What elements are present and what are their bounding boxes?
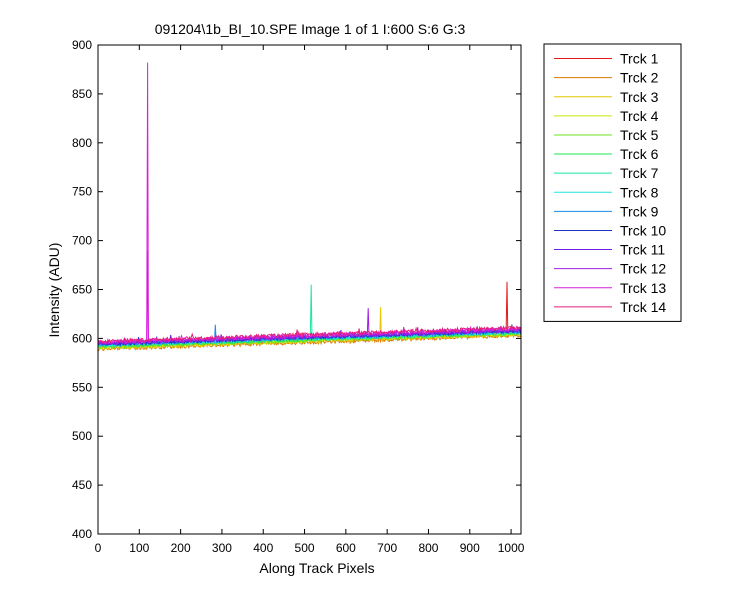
y-tick-label: 700	[72, 234, 92, 248]
plot-layer	[98, 62, 521, 352]
x-tick-label: 0	[95, 541, 102, 555]
legend-entry: Trck 8	[620, 184, 659, 200]
x-tick-label: 700	[377, 541, 397, 555]
y-tick-label: 750	[72, 185, 92, 199]
x-axis-label: Along Track Pixels	[259, 560, 374, 576]
chart-legend: Trck 1 Trck 2 Trck 3 Trck 4 Trck 5 Trck 6 Trck…	[543, 43, 682, 322]
y-axis-label: Intensity (ADU)	[46, 243, 62, 338]
legend-entry: Trck 10	[620, 222, 666, 238]
chart-title: 091204\1b_BI_10.SPE Image 1 of 1 I:600 S…	[155, 21, 466, 37]
x-tick-label: 800	[418, 541, 438, 555]
x-tick-label: 300	[212, 541, 232, 555]
x-tick-label: 600	[336, 541, 356, 555]
legend-entry: Trck 5	[620, 127, 659, 143]
legend-entry: Trck 7	[620, 165, 659, 181]
legend-entry: Trck 14	[620, 299, 666, 315]
x-tick-label: 400	[253, 541, 273, 555]
series-line-13	[98, 62, 521, 345]
legend-entry: Trck 9	[620, 203, 659, 219]
y-tick-label: 900	[72, 38, 92, 52]
x-tick-label: 100	[129, 541, 149, 555]
legend-entry: Trck 1	[620, 51, 659, 67]
legend-entry: Trck 6	[620, 146, 659, 162]
legend-box	[543, 43, 682, 322]
y-tick-label: 500	[72, 429, 92, 443]
x-tick-label: 900	[460, 541, 480, 555]
legend-entry: Trck 2	[620, 70, 659, 86]
legend-entry: Trck 3	[620, 89, 659, 105]
y-tick-label: 800	[72, 136, 92, 150]
y-tick-label: 650	[72, 283, 92, 297]
x-tick-label: 1000	[498, 541, 525, 555]
y-tick-label: 400	[72, 527, 92, 541]
y-tick-label: 550	[72, 380, 92, 394]
y-tick-label: 600	[72, 331, 92, 345]
series-group	[98, 62, 521, 352]
legend-entry: Trck 13	[620, 280, 666, 296]
plot-frame	[97, 44, 522, 535]
legend-entry: Trck 11	[620, 242, 665, 258]
axes-layer: 0 100 200 300 400 500 600 700 800 900 1000 400 450 50…	[72, 38, 525, 555]
y-tick-label: 450	[72, 478, 92, 492]
x-tick-label: 500	[295, 541, 315, 555]
y-tick-label: 850	[72, 87, 92, 101]
x-tick-label: 200	[171, 541, 191, 555]
legend-entry: Trck 12	[620, 261, 666, 277]
series-line-14	[98, 325, 521, 345]
legend-entry: Trck 4	[620, 108, 659, 124]
